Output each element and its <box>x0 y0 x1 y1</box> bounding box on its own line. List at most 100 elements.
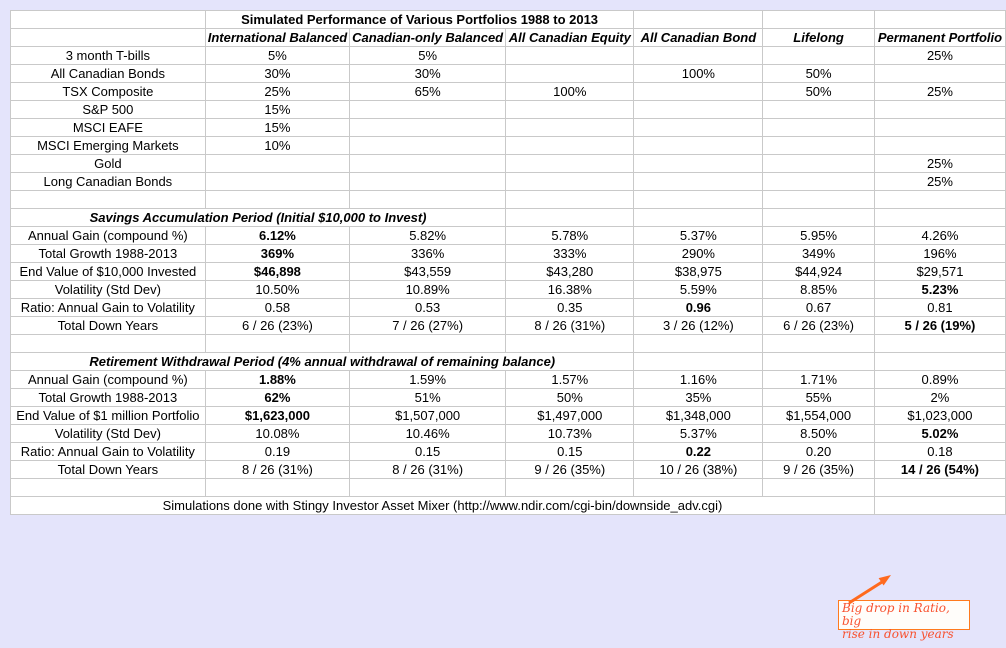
allocation-cell <box>505 136 635 155</box>
allocation-cell <box>505 154 635 173</box>
section-header: Retirement Withdrawal Period (4% annual … <box>9 352 635 371</box>
empty-cell <box>633 478 764 497</box>
annotation-note: Big drop in Ratio, big rise in down year… <box>838 600 970 641</box>
asset-row-label: MSCI Emerging Markets <box>10 136 206 155</box>
empty-cell <box>633 352 764 371</box>
column-header-1: International Balanced <box>204 28 351 47</box>
allocation-cell: 65% <box>349 82 507 101</box>
stat-row-label: End Value of $10,000 Invested <box>10 262 206 281</box>
empty-cell <box>505 190 635 209</box>
stat-cell: $44,924 <box>762 262 875 281</box>
stat-row-label: Total Down Years <box>10 460 206 479</box>
allocation-cell <box>633 82 764 101</box>
allocation-cell <box>505 172 635 191</box>
empty-cell <box>633 10 764 29</box>
allocation-cell <box>762 136 875 155</box>
empty-cell <box>349 478 507 497</box>
empty-cell <box>762 478 875 497</box>
allocation-cell <box>873 118 1006 137</box>
stat-cell: $1,554,000 <box>762 406 875 425</box>
empty-cell <box>762 334 875 353</box>
asset-row-label: S&P 500 <box>10 100 206 119</box>
stat-row-label: Ratio: Annual Gain to Volatility <box>10 442 206 461</box>
allocation-cell <box>349 172 507 191</box>
stat-cell: 5 / 26 (19%) <box>873 316 1006 335</box>
allocation-cell <box>349 118 507 137</box>
allocation-cell <box>633 118 764 137</box>
column-header-2: Canadian-only Balanced <box>349 28 507 47</box>
allocation-cell <box>505 46 635 65</box>
stat-cell: 14 / 26 (54%) <box>873 460 1006 479</box>
allocation-cell: 30% <box>349 64 507 83</box>
stat-cell: 0.20 <box>762 442 875 461</box>
stat-cell: 5.59% <box>633 280 764 299</box>
stat-cell: 55% <box>762 388 875 407</box>
allocation-cell <box>633 154 764 173</box>
stat-row-label: Annual Gain (compound %) <box>10 370 206 389</box>
empty-cell <box>10 10 206 29</box>
allocation-cell <box>762 172 875 191</box>
empty-cell <box>505 208 635 227</box>
stat-cell: 10.89% <box>349 280 507 299</box>
stat-cell: 10.08% <box>204 424 351 443</box>
stat-cell: 0.53 <box>349 298 507 317</box>
stat-cell: 0.67 <box>762 298 875 317</box>
column-header-3: All Canadian Equity <box>505 28 635 47</box>
empty-cell <box>10 28 206 47</box>
annotation-arrow-icon <box>848 575 891 605</box>
stat-cell: 0.81 <box>873 298 1006 317</box>
stat-cell: 0.89% <box>873 370 1006 389</box>
stat-cell: 196% <box>873 244 1006 263</box>
empty-cell <box>505 478 635 497</box>
stat-cell: 369% <box>204 244 351 263</box>
stat-cell: 10.46% <box>349 424 507 443</box>
stat-cell: 1.59% <box>349 370 507 389</box>
footer-note: Simulations done with Stingy Investor As… <box>10 496 875 515</box>
stat-cell: $1,023,000 <box>873 406 1006 425</box>
stat-row-label: End Value of $1 million Portfolio <box>10 406 206 425</box>
allocation-cell: 25% <box>204 82 351 101</box>
stat-row-label: Total Down Years <box>10 316 206 335</box>
allocation-cell: 5% <box>204 46 351 65</box>
stat-row-label: Volatility (Std Dev) <box>10 280 206 299</box>
stat-cell: 336% <box>349 244 507 263</box>
stat-cell: $29,571 <box>873 262 1006 281</box>
asset-row-label: All Canadian Bonds <box>10 64 206 83</box>
stat-cell: 1.57% <box>505 370 635 389</box>
allocation-cell: 10% <box>204 136 351 155</box>
stat-cell: 4.26% <box>873 226 1006 245</box>
stat-cell: 0.19 <box>204 442 351 461</box>
page-title: Simulated Performance of Various Portfol… <box>204 10 635 29</box>
asset-row-label: 3 month T-bills <box>10 46 206 65</box>
stat-cell: 333% <box>505 244 635 263</box>
allocation-cell <box>633 46 764 65</box>
allocation-cell <box>204 172 351 191</box>
stat-cell: 9 / 26 (35%) <box>762 460 875 479</box>
allocation-cell <box>204 154 351 173</box>
empty-cell <box>873 478 1006 497</box>
empty-cell <box>762 208 875 227</box>
stat-cell: 10 / 26 (38%) <box>633 460 764 479</box>
empty-cell <box>633 190 764 209</box>
portfolio-table-body: Simulated Performance of Various Portfol… <box>9 10 1006 515</box>
allocation-cell: 25% <box>873 154 1006 173</box>
stat-cell: $1,348,000 <box>633 406 764 425</box>
empty-cell <box>873 10 1006 29</box>
allocation-cell: 25% <box>873 172 1006 191</box>
stat-cell: 50% <box>505 388 635 407</box>
empty-cell <box>10 478 206 497</box>
stat-cell: 5.82% <box>349 226 507 245</box>
allocation-cell <box>633 100 764 119</box>
stat-row-label: Total Growth 1988-2013 <box>10 388 206 407</box>
column-header-4: All Canadian Bond <box>633 28 764 47</box>
allocation-cell <box>762 154 875 173</box>
allocation-cell: 15% <box>204 100 351 119</box>
stat-cell: 1.16% <box>633 370 764 389</box>
annotation-line-1: Big drop in Ratio, big <box>842 601 950 628</box>
stat-cell: 5.78% <box>505 226 635 245</box>
stat-cell: $1,497,000 <box>505 406 635 425</box>
allocation-cell <box>873 100 1006 119</box>
stat-cell: 5.95% <box>762 226 875 245</box>
column-header-5: Lifelong <box>762 28 875 47</box>
